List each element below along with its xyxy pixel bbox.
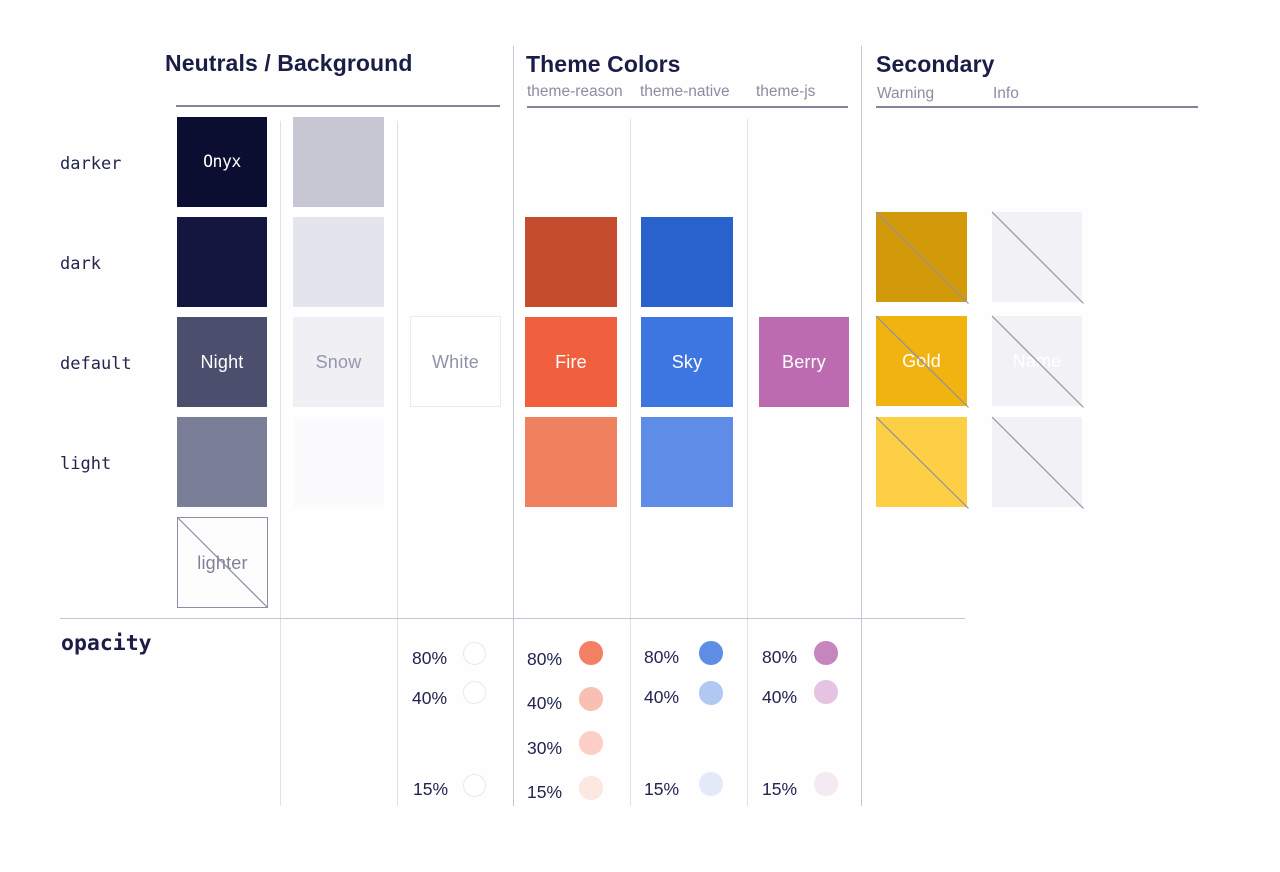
swatch-warning-dark[interactable] xyxy=(875,211,969,304)
opacity-dot-native-40[interactable] xyxy=(699,681,723,705)
swatch-theme-native-dark[interactable] xyxy=(641,217,733,307)
swatch-label-white: White xyxy=(431,351,479,372)
row-label-opacity: opacity xyxy=(61,631,152,656)
swatch-label-night: Night xyxy=(200,352,244,372)
section-underline-theme xyxy=(527,106,848,108)
opacity-percent-label: 15% xyxy=(762,779,798,799)
opacity-percent-label: 15% xyxy=(644,779,680,799)
swatch-snow[interactable]: Snow xyxy=(293,317,384,407)
section-divider xyxy=(861,46,862,806)
section-title-secondary: Secondary xyxy=(876,51,995,77)
swatch-info-dark[interactable] xyxy=(991,211,1084,304)
diagonal-line-icon xyxy=(991,211,1084,304)
opacity-percent-label: 40% xyxy=(644,687,680,707)
opacity-percent-label: 40% xyxy=(527,693,563,713)
opacity-dot-js-80[interactable] xyxy=(814,641,838,665)
column-label-warning: Warning xyxy=(877,85,935,102)
swatch-label-sky: Sky xyxy=(671,352,703,372)
swatch-sky[interactable]: Sky xyxy=(641,317,733,407)
opacity-dot-white-80[interactable] xyxy=(463,642,486,665)
swatch-theme-native-light[interactable] xyxy=(641,417,733,507)
section-title-neutrals: Neutrals / Background xyxy=(165,50,413,76)
swatch-onyx[interactable]: Onyx xyxy=(177,117,267,207)
opacity-percent-label: 15% xyxy=(527,782,563,802)
diagonal-line-icon xyxy=(991,416,1084,509)
opacity-dot-native-80[interactable] xyxy=(699,641,723,665)
column-label-info: Info xyxy=(993,85,1019,102)
column-divider xyxy=(280,121,281,806)
row-label-default: default xyxy=(60,354,132,374)
diagonal-line-icon xyxy=(875,211,969,304)
opacity-dot-reason-15[interactable] xyxy=(579,776,603,800)
opacity-percent-label: 40% xyxy=(412,688,448,708)
swatch-neutral-dark[interactable] xyxy=(177,217,267,307)
swatch-label-onyx: Onyx xyxy=(203,152,241,171)
swatch-night[interactable]: Night xyxy=(177,317,267,407)
row-label-darker: darker xyxy=(60,154,122,174)
swatch-label-snow: Snow xyxy=(315,352,362,372)
row-label-dark: dark xyxy=(60,254,101,274)
swatch-label-gold: Gold xyxy=(902,351,941,371)
section-underline-secondary xyxy=(876,106,1198,108)
opacity-dot-js-15[interactable] xyxy=(814,772,838,796)
row-label-light: light xyxy=(60,454,112,474)
swatch-lighter[interactable]: lighter xyxy=(177,517,268,608)
opacity-percent-label: 80% xyxy=(527,649,563,669)
opacity-dot-native-15[interactable] xyxy=(699,772,723,796)
swatch-label-lighter: lighter xyxy=(197,552,248,573)
opacity-percent-label: 40% xyxy=(762,687,798,707)
opacity-percent-label: 15% xyxy=(413,779,449,799)
section-underline-neutrals xyxy=(176,105,500,107)
swatch-gold[interactable]: Gold xyxy=(875,315,969,408)
opacity-dot-reason-30[interactable] xyxy=(579,731,603,755)
swatch-label-fire: Fire xyxy=(555,352,587,372)
swatch-theme-reason-light[interactable] xyxy=(525,417,617,507)
swatch-label-info-default: Name xyxy=(1012,351,1062,371)
swatch-label-berry: Berry xyxy=(781,352,826,372)
column-divider xyxy=(747,119,748,806)
swatch-background-dark[interactable] xyxy=(293,217,384,307)
swatch-background-darker[interactable] xyxy=(293,117,384,207)
opacity-percent-label: 80% xyxy=(762,647,798,667)
opacity-percent-label: 80% xyxy=(644,647,680,667)
swatch-white[interactable]: White xyxy=(410,316,501,407)
opacity-dot-reason-40[interactable] xyxy=(579,687,603,711)
opacity-divider xyxy=(60,618,965,619)
opacity-dot-white-40[interactable] xyxy=(463,681,486,704)
swatch-theme-reason-dark[interactable] xyxy=(525,217,617,307)
opacity-dot-white-15[interactable] xyxy=(463,774,486,797)
column-label-theme-js: theme-js xyxy=(756,82,816,100)
column-divider xyxy=(397,121,398,806)
opacity-percent-label: 80% xyxy=(412,648,448,668)
swatch-berry[interactable]: Berry xyxy=(759,317,849,407)
column-label-theme-reason: theme-reason xyxy=(527,82,623,100)
column-divider xyxy=(630,119,631,806)
column-label-theme-native: theme-native xyxy=(640,82,730,100)
section-title-theme-colors: Theme Colors xyxy=(526,51,681,77)
swatch-background-light[interactable] xyxy=(293,417,384,507)
swatch-info-light[interactable] xyxy=(991,416,1084,509)
opacity-dot-js-40[interactable] xyxy=(814,680,838,704)
swatch-fire[interactable]: Fire xyxy=(525,317,617,407)
swatch-neutral-light[interactable] xyxy=(177,417,267,507)
swatch-info-default[interactable]: Name xyxy=(991,315,1084,408)
opacity-dot-reason-80[interactable] xyxy=(579,641,603,665)
section-divider xyxy=(513,46,514,806)
swatch-warning-light[interactable] xyxy=(875,416,969,509)
diagonal-line-icon xyxy=(875,416,969,509)
opacity-percent-label: 30% xyxy=(527,738,563,758)
